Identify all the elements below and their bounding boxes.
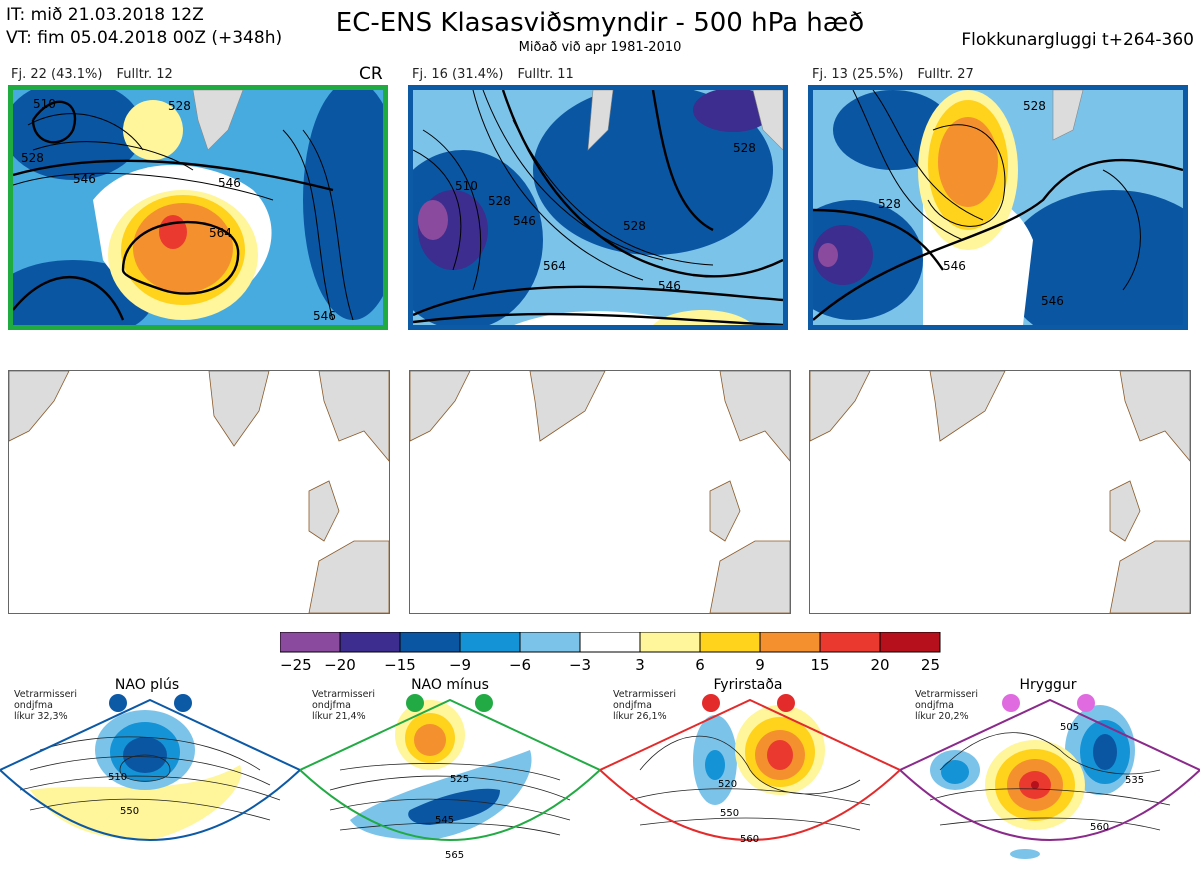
cluster-1-rep: Fulltr. 12 bbox=[116, 67, 173, 82]
cluster-2-rep: Fulltr. 11 bbox=[517, 67, 574, 82]
colorbar-tick-label: 9 bbox=[755, 656, 765, 674]
cluster-2-count: Fj. 16 (31.4%) bbox=[412, 67, 504, 82]
cluster-1-contour-label: 528 bbox=[168, 99, 191, 113]
colorbar-tick-label: −9 bbox=[449, 656, 471, 674]
cluster-3-map: 528 546 546 528 bbox=[808, 85, 1188, 330]
cluster-1-count: Fj. 22 (43.1%) bbox=[11, 67, 103, 82]
regime-marker bbox=[109, 694, 127, 712]
colorbar-swatch bbox=[879, 631, 941, 653]
cluster-3-contour-label: 546 bbox=[943, 259, 966, 273]
cluster-2-map: 510 528 546 564 546 528 528 bbox=[408, 85, 788, 330]
cluster-3-contour-label: 528 bbox=[878, 197, 901, 211]
cluster-2-label: Fj. 16 (31.4%) Fulltr. 11 bbox=[412, 67, 588, 82]
colorbar-swatch bbox=[819, 631, 881, 653]
colorbar-swatch bbox=[399, 631, 461, 653]
regime-note: Vetrarmisseri ondjfma líkur 26,1% bbox=[613, 689, 676, 722]
regime-marker bbox=[475, 694, 493, 712]
cluster-1-label: Fj. 22 (43.1%) Fulltr. 12 bbox=[11, 67, 187, 82]
cluster-2-contour-label: 564 bbox=[543, 259, 566, 273]
regime-note: Vetrarmisseri ondjfma líkur 32,3% bbox=[14, 689, 77, 722]
cluster-3-empty-map bbox=[809, 370, 1191, 614]
regime-title: Fyrirstaða bbox=[713, 677, 783, 693]
regime-nao-minus: 525 545 565 bbox=[298, 690, 602, 874]
regime-contour-label: 560 bbox=[740, 834, 759, 845]
cluster-1-tag: CR bbox=[359, 64, 383, 84]
regime-contour-label: 560 bbox=[1090, 822, 1109, 833]
regime-contour-label: 510 bbox=[108, 772, 127, 783]
regime-contour-label: 550 bbox=[720, 808, 739, 819]
regime-marker bbox=[702, 694, 720, 712]
regime-ridge: 505 535 560 bbox=[898, 690, 1200, 874]
colorbar-tick-label: −6 bbox=[509, 656, 531, 674]
colorbar-tick-label: 3 bbox=[635, 656, 645, 674]
regime-marker bbox=[406, 694, 424, 712]
cluster-2-contour-label: 528 bbox=[733, 141, 756, 155]
cluster-1-contour-label: 564 bbox=[209, 226, 232, 240]
colorbar-tick-label: 6 bbox=[695, 656, 705, 674]
cluster-window: Flokkunargluggi t+264-360 bbox=[961, 30, 1194, 50]
cluster-3-count: Fj. 13 (25.5%) bbox=[812, 67, 904, 82]
colorbar-tick-label: −25 bbox=[280, 656, 312, 674]
cluster-2-empty-map bbox=[409, 370, 791, 614]
regime-nao-plus: 510 550 bbox=[0, 690, 302, 874]
cluster-2-contour-label: 528 bbox=[623, 219, 646, 233]
regime-contour-label: 565 bbox=[445, 850, 464, 861]
cluster-3-label: Fj. 13 (25.5%) Fulltr. 27 bbox=[812, 67, 988, 82]
colorbar-legend: −25 −20 −15 −9 −6 −3 3 6 9 15 20 25 bbox=[279, 631, 960, 678]
cluster-2-contour-label: 510 bbox=[455, 179, 478, 193]
cluster-2-contour-label: 546 bbox=[513, 214, 536, 228]
colorbar-tick-label: −20 bbox=[324, 656, 356, 674]
colorbar-swatch bbox=[339, 631, 401, 653]
cluster-1-contour-label: 546 bbox=[73, 172, 96, 186]
regime-blocking: 520 550 560 bbox=[598, 690, 902, 874]
colorbar-swatch bbox=[459, 631, 521, 653]
colorbar-swatch bbox=[519, 631, 581, 653]
regime-contour-label: 505 bbox=[1060, 722, 1079, 733]
colorbar-swatch bbox=[699, 631, 761, 653]
regime-marker bbox=[777, 694, 795, 712]
valid-time: VT: fim 05.04.2018 00Z (+348h) bbox=[6, 28, 283, 48]
colorbar-tick-label: 15 bbox=[810, 656, 829, 674]
cluster-3-contour-label: 546 bbox=[1041, 294, 1064, 308]
cluster-3-contour-label: 528 bbox=[1023, 99, 1046, 113]
cluster-2-contour-label: 546 bbox=[658, 279, 681, 293]
cluster-1-contour-label: 546 bbox=[313, 309, 336, 323]
colorbar-tick-label: −3 bbox=[569, 656, 591, 674]
cluster-1-contour-label: 546 bbox=[218, 176, 241, 190]
regime-marker bbox=[1002, 694, 1020, 712]
colorbar-swatch bbox=[279, 631, 341, 653]
colorbar-swatch bbox=[579, 631, 641, 653]
regime-contour-label: 550 bbox=[120, 806, 139, 817]
regime-contour-label: 525 bbox=[450, 774, 469, 785]
cluster-3-rep: Fulltr. 27 bbox=[917, 67, 974, 82]
colorbar-tick-label: 20 bbox=[870, 656, 889, 674]
cluster-1-map: 528 546 546 564 546 528 510 bbox=[8, 85, 388, 330]
regime-contour-label: 520 bbox=[718, 779, 737, 790]
colorbar-tick-label: 25 bbox=[921, 656, 940, 674]
page-subtitle: Miðað við apr 1981-2010 bbox=[518, 40, 682, 55]
regime-title: NAO plús bbox=[114, 677, 180, 693]
header-times: IT: mið 21.03.2018 12Z VT: fim 05.04.201… bbox=[6, 4, 282, 50]
regime-marker bbox=[1077, 694, 1095, 712]
colorbar-tick-label: −15 bbox=[384, 656, 416, 674]
cluster-1-contour-label: 528 bbox=[21, 151, 44, 165]
regime-contour-label: 545 bbox=[435, 815, 454, 826]
regime-note: Vetrarmisseri ondjfma líkur 21,4% bbox=[312, 689, 375, 722]
init-time: IT: mið 21.03.2018 12Z bbox=[6, 5, 204, 25]
colorbar-swatch bbox=[759, 631, 821, 653]
page-title: EC-ENS Klasasviðsmyndir - 500 hPa hæð bbox=[335, 8, 865, 38]
regime-title: NAO mínus bbox=[411, 677, 489, 693]
cluster-1-contour-label: 510 bbox=[33, 97, 56, 111]
cluster-1-empty-map bbox=[8, 370, 390, 614]
regime-note: Vetrarmisseri ondjfma líkur 20,2% bbox=[915, 689, 978, 722]
cluster-2-contour-label: 528 bbox=[488, 194, 511, 208]
regime-contour-label: 535 bbox=[1125, 775, 1144, 786]
colorbar-swatch bbox=[639, 631, 701, 653]
regime-marker bbox=[174, 694, 192, 712]
regime-title: Hryggur bbox=[1019, 677, 1077, 693]
